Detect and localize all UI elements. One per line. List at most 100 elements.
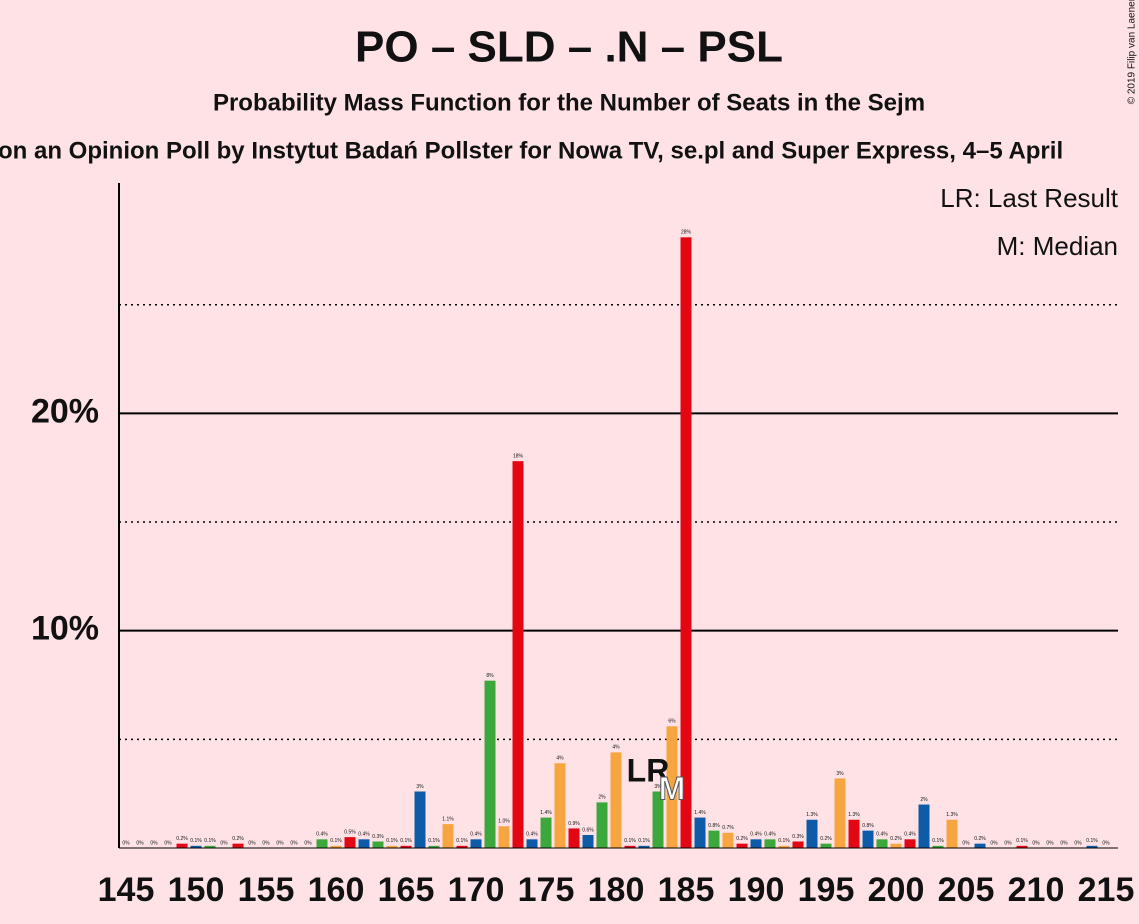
x-tick-label: 170	[448, 871, 505, 909]
x-tick-label: 195	[798, 871, 855, 909]
value-label: 1.1%	[442, 816, 454, 822]
bar	[792, 841, 804, 848]
value-label: 0.8%	[708, 823, 720, 829]
bar	[904, 839, 916, 848]
value-label: 0%	[262, 840, 270, 846]
bar	[680, 237, 692, 848]
value-label: 18%	[513, 453, 524, 459]
bar	[974, 843, 986, 848]
bar	[918, 804, 930, 848]
value-label: 0.2%	[736, 836, 748, 842]
y-tick-label: 20%	[31, 392, 99, 430]
source: on an Opinion Poll by Instytut Badań Pol…	[0, 137, 1063, 164]
bar	[890, 843, 902, 848]
bar	[540, 817, 552, 848]
bar	[820, 843, 832, 848]
bar	[428, 845, 440, 848]
value-label: 0%	[276, 840, 284, 846]
value-label: 1.3%	[946, 812, 958, 818]
value-label: 0.9%	[568, 821, 580, 827]
bar	[176, 843, 188, 848]
value-label: 0.1%	[400, 838, 412, 844]
value-label: 0%	[150, 840, 158, 846]
bar	[694, 817, 706, 848]
bar	[372, 841, 384, 848]
value-label: 0.2%	[232, 836, 244, 842]
bar	[610, 752, 622, 848]
value-label: 2%	[920, 797, 928, 803]
x-tick-label: 180	[588, 871, 645, 909]
value-label: 0.2%	[974, 836, 986, 842]
bar	[232, 843, 244, 848]
value-label: 0.1%	[330, 838, 342, 844]
value-label: 2%	[598, 795, 606, 801]
value-label: 0%	[1060, 840, 1068, 846]
value-label: 0%	[962, 840, 970, 846]
x-tick-label: 145	[98, 871, 155, 909]
value-label: 0%	[164, 840, 172, 846]
value-label: 6%	[668, 719, 676, 725]
value-label: 0.1%	[1086, 838, 1098, 844]
bar	[946, 819, 958, 848]
bar	[526, 839, 538, 848]
value-label: 0.4%	[470, 832, 482, 838]
value-label: 0.2%	[820, 836, 832, 842]
value-label: 0.1%	[624, 838, 636, 844]
value-label: 0%	[248, 840, 256, 846]
bar	[876, 839, 888, 848]
legend-note: LR: Last Result	[940, 183, 1119, 213]
copyright: © 2019 Filip van Laenen	[1127, 0, 1138, 104]
value-label: 0.1%	[428, 838, 440, 844]
value-label: 4%	[556, 756, 564, 762]
x-tick-label: 200	[868, 871, 925, 909]
bar	[666, 726, 678, 848]
value-label: 0.3%	[792, 834, 804, 840]
last-result-marker: LR	[627, 752, 670, 788]
value-label: 0.1%	[638, 838, 650, 844]
value-label: 1.4%	[694, 810, 706, 816]
bar	[862, 830, 874, 848]
value-label: 0%	[290, 840, 298, 846]
value-label: 0.4%	[526, 832, 538, 838]
value-label: 0%	[1032, 840, 1040, 846]
bar	[1086, 845, 1098, 848]
bar	[400, 845, 412, 848]
bar	[386, 845, 398, 848]
value-label: 0.3%	[372, 834, 384, 840]
x-tick-label: 205	[938, 871, 995, 909]
bar	[1016, 845, 1028, 848]
value-label: 0.4%	[750, 832, 762, 838]
legend-note: M: Median	[997, 231, 1118, 261]
bar	[750, 839, 762, 848]
value-label: 0.1%	[456, 838, 468, 844]
x-tick-label: 155	[238, 871, 295, 909]
y-tick-label: 10%	[31, 610, 99, 648]
value-label: 0.1%	[932, 838, 944, 844]
chart-subtitle: Probability Mass Function for the Number…	[213, 89, 925, 116]
bar	[484, 680, 496, 848]
value-label: 0%	[1046, 840, 1054, 846]
x-tick-label: 185	[658, 871, 715, 909]
value-label: 1.3%	[806, 812, 818, 818]
bar	[806, 819, 818, 848]
value-label: 1.0%	[498, 819, 510, 825]
value-label: 0.1%	[1016, 838, 1028, 844]
bar	[358, 839, 370, 848]
value-label: 0.2%	[176, 836, 188, 842]
value-label: 0.6%	[582, 827, 594, 833]
value-label: 0%	[304, 840, 312, 846]
bar	[596, 802, 608, 848]
bar	[708, 830, 720, 848]
bar	[512, 461, 524, 848]
value-label: 0%	[1074, 840, 1082, 846]
value-label: 3%	[416, 784, 424, 790]
x-tick-label: 150	[168, 871, 225, 909]
bar	[442, 824, 454, 848]
bar	[344, 837, 356, 848]
value-label: 0.4%	[876, 832, 888, 838]
value-label: 0.2%	[890, 836, 902, 842]
bar	[456, 845, 468, 848]
value-label: 0%	[122, 840, 130, 846]
value-label: 0%	[990, 840, 998, 846]
